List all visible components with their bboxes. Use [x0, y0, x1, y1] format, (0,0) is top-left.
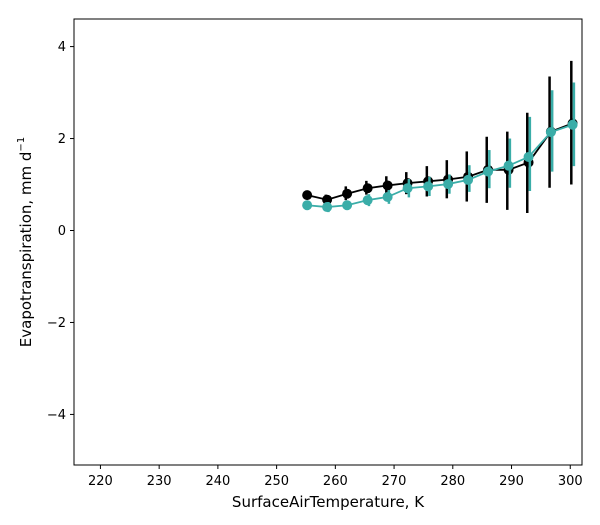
- x-tick-label-250: 250: [264, 474, 289, 489]
- y-tick-label-3: 2: [58, 132, 66, 147]
- series-2-point: [423, 181, 434, 192]
- x-tick-label-260: 260: [323, 474, 348, 489]
- series-2-point: [523, 151, 534, 162]
- y-tick-label-0: −4: [47, 408, 66, 423]
- series-2-point: [567, 119, 578, 130]
- x-axis-label: SurfaceAirTemperature, K: [232, 493, 425, 511]
- series-2-point: [362, 195, 373, 206]
- plot-frame: [73, 18, 583, 466]
- series-2-point: [342, 200, 353, 211]
- x-tick-label-290: 290: [499, 474, 524, 489]
- x-tick-label-270: 270: [382, 474, 407, 489]
- x-tick-label-220: 220: [88, 474, 113, 489]
- series-2-point: [402, 183, 413, 194]
- x-tick-label-300: 300: [558, 474, 583, 489]
- y-tick-label-1: −2: [47, 316, 66, 331]
- series-2-point: [322, 202, 333, 213]
- series-2-point: [503, 160, 514, 171]
- x-tick-label-240: 240: [205, 474, 230, 489]
- series-2-point: [302, 200, 313, 211]
- series-1-point: [362, 183, 373, 194]
- y-axis-label: Evapotranspiration, mm d−1: [16, 137, 35, 347]
- series-1-point: [382, 180, 393, 191]
- y-tick-label-2: 0: [58, 224, 66, 239]
- series-2-point: [483, 166, 494, 177]
- x-tick-label-280: 280: [440, 474, 465, 489]
- series-2-point: [443, 179, 454, 190]
- series-2-point: [545, 127, 556, 138]
- series-2-point: [382, 191, 393, 202]
- series-2-point: [463, 174, 474, 185]
- y-tick-label-4: 4: [58, 40, 66, 55]
- x-tick-label-230: 230: [147, 474, 172, 489]
- plot-background: [74, 19, 582, 465]
- chart-marks: [302, 60, 578, 214]
- y-axis-label-main: Evapotranspiration, mm d: [17, 152, 35, 348]
- series-1-point: [302, 190, 313, 201]
- chart-axes: 220 230 240 250 260 270 280 290 300 −4 −2 0 2 4: [47, 40, 583, 489]
- series-1-point: [342, 188, 353, 199]
- y-axis-label-exponent: −1: [16, 137, 27, 152]
- series-2: [302, 82, 578, 213]
